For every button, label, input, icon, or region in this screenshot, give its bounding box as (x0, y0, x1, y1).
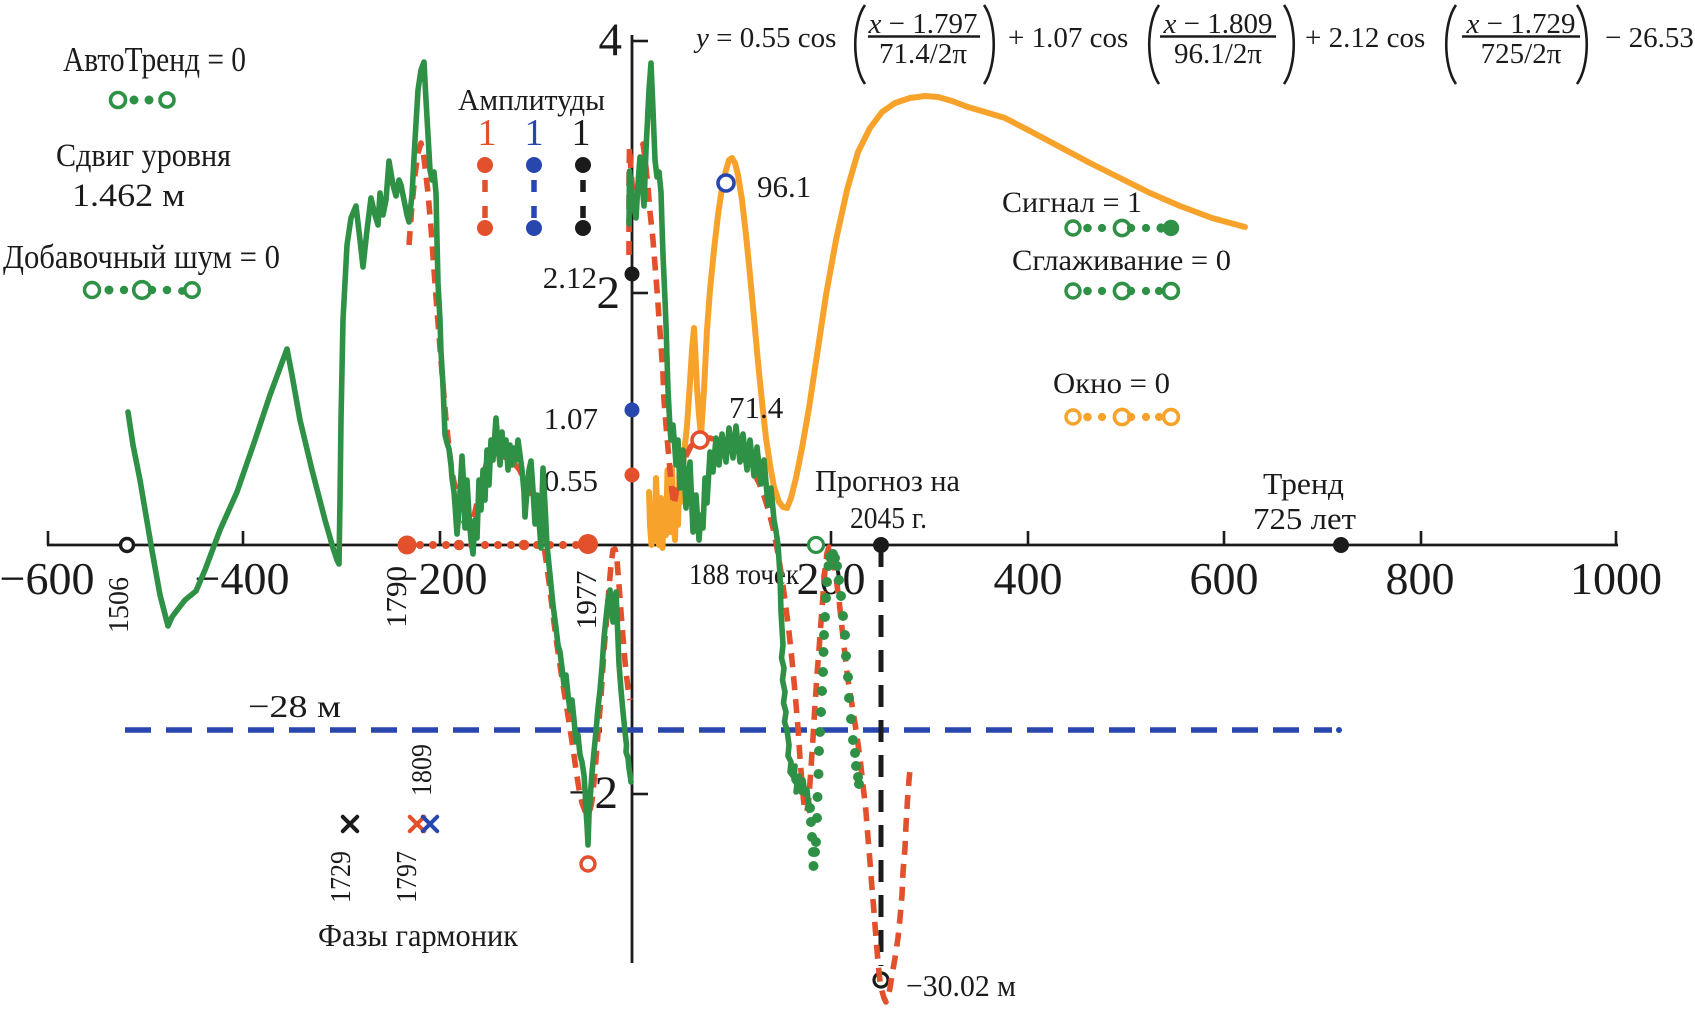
svg-text:− 26.53: − 26.53 (1605, 22, 1694, 54)
svg-text:Сигнал = 1: Сигнал = 1 (1002, 186, 1142, 219)
svg-text:1: 1 (478, 112, 497, 154)
svg-text:1.462 м: 1.462 м (72, 178, 185, 214)
svg-text:Амплитуды: Амплитуды (458, 82, 605, 117)
svg-text:Сдвиг уровня: Сдвиг уровня (56, 138, 231, 174)
svg-text:1: 1 (572, 112, 591, 154)
svg-text:1797: 1797 (391, 851, 423, 903)
svg-text:1809: 1809 (406, 744, 438, 796)
svg-text:400: 400 (994, 553, 1063, 604)
svg-text:71.4: 71.4 (729, 390, 784, 425)
svg-text:Тренд: Тренд (1263, 466, 1344, 501)
svg-text:x − 1.797: x − 1.797 (868, 8, 978, 40)
svg-text:Прогноз на: Прогноз на (815, 463, 960, 498)
svg-text:Сглаживание = 0: Сглаживание = 0 (1012, 244, 1231, 277)
svg-text:600: 600 (1190, 553, 1259, 604)
svg-text:1: 1 (525, 112, 544, 154)
svg-text:2: 2 (597, 267, 621, 319)
svg-text:1000: 1000 (1570, 553, 1662, 604)
svg-text:71.4/2π: 71.4/2π (879, 38, 967, 70)
svg-text:725/2π: 725/2π (1481, 38, 1562, 70)
svg-text:+ 2.12 cos: + 2.12 cos (1305, 22, 1425, 54)
svg-text:4: 4 (599, 14, 623, 66)
svg-text:800: 800 (1386, 553, 1455, 604)
svg-text:−200: −200 (393, 553, 488, 604)
svg-text:x − 1.809: x − 1.809 (1163, 8, 1273, 40)
svg-text:Фазы гармоник: Фазы гармоник (318, 917, 518, 953)
svg-text:−28 м: −28 м (248, 688, 341, 724)
svg-text:Окно = 0: Окно = 0 (1053, 367, 1170, 400)
svg-text:96.1/2π: 96.1/2π (1174, 38, 1262, 70)
svg-text:−600: −600 (0, 553, 94, 604)
svg-text:1506: 1506 (103, 577, 135, 633)
svg-text:96.1: 96.1 (757, 169, 811, 204)
svg-text:2.12: 2.12 (543, 260, 597, 295)
svg-text:1729: 1729 (325, 851, 357, 903)
svg-text:1.07: 1.07 (544, 401, 598, 436)
svg-text:0.55: 0.55 (544, 463, 598, 498)
svg-text:x − 1.729: x − 1.729 (1466, 8, 1576, 40)
svg-text:1977: 1977 (571, 571, 603, 630)
svg-text:+ 1.07 cos: + 1.07 cos (1008, 22, 1128, 54)
svg-text:−30.02 м: −30.02 м (906, 968, 1016, 1003)
svg-text:2045 г.: 2045 г. (850, 500, 927, 535)
svg-text:y = 0.55 cos: y = 0.55 cos (693, 22, 836, 54)
svg-text:АвтоТренд = 0: АвтоТренд = 0 (63, 40, 246, 79)
svg-text:Добавочный шум = 0: Добавочный шум = 0 (3, 239, 280, 276)
svg-text:725 лет: 725 лет (1253, 501, 1356, 536)
svg-text:1790: 1790 (381, 566, 413, 628)
